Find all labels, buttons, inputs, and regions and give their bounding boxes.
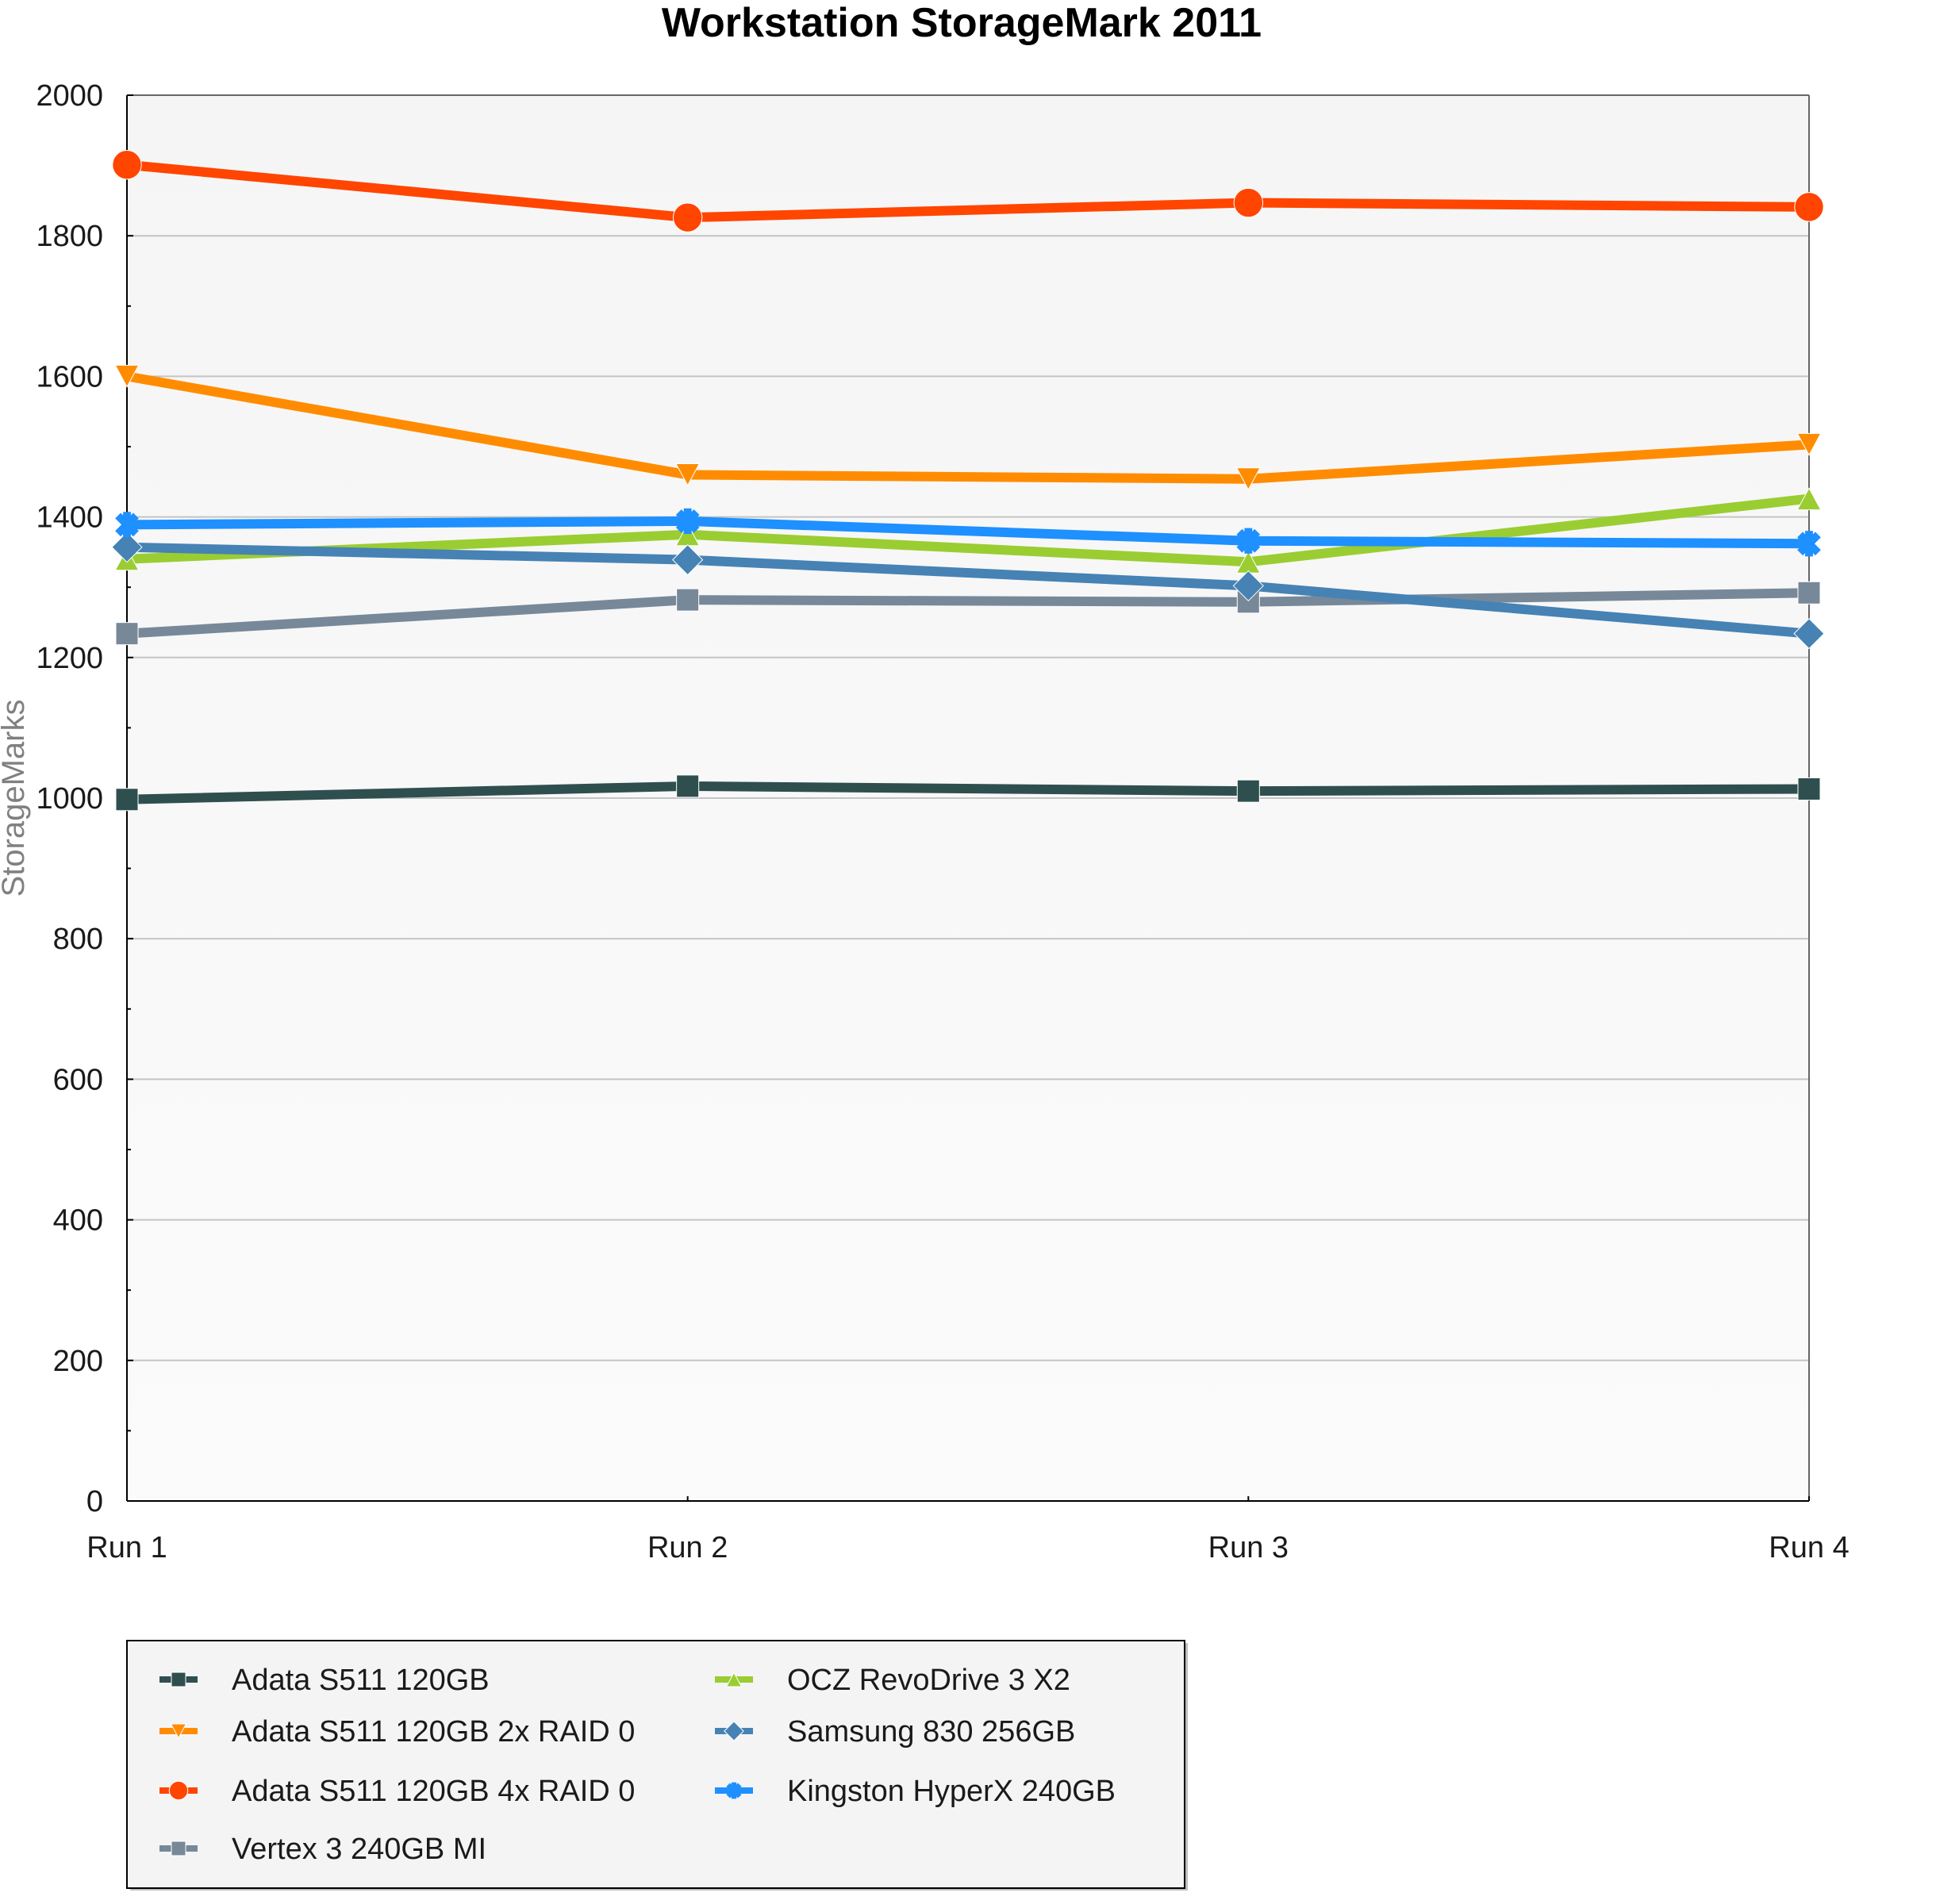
y-axis-label: StorageMarks xyxy=(0,700,31,897)
diamond-marker xyxy=(672,544,704,576)
chart-title: Workstation StorageMark 2011 xyxy=(662,0,1262,46)
diamond-marker xyxy=(1793,618,1825,650)
series-line xyxy=(126,542,1810,639)
legend-item: Adata S511 120GB 2x RAID 0 xyxy=(159,1715,635,1749)
series-samsung-830-256gb xyxy=(111,532,1825,650)
series-kingston-hyperx-240gb xyxy=(115,508,1821,557)
y-tick-label: 1800 xyxy=(36,220,103,253)
x-tick-label: Run 1 xyxy=(86,1531,167,1564)
x-tick-label: Run 2 xyxy=(647,1531,728,1564)
y-axis-ticks: 0 200 400 600 800 1000 1200 1400 1600 1800 2000 xyxy=(36,79,133,1518)
square-marker xyxy=(171,1672,186,1687)
legend-label: Adata S511 120GB 2x RAID 0 xyxy=(232,1715,635,1749)
y-tick-label: 0 xyxy=(86,1485,103,1518)
y-tick-label: 400 xyxy=(53,1204,103,1238)
series-adata-s511-120gb xyxy=(115,774,1821,812)
series-line xyxy=(126,781,1810,804)
series-line xyxy=(126,493,1810,567)
y-tick-label: 2000 xyxy=(36,79,103,113)
y-tick-label: 1600 xyxy=(36,360,103,393)
legend-label: Kingston HyperX 240GB xyxy=(787,1775,1116,1808)
series-adata-s511-120gb-4x-raid-0 xyxy=(112,150,1824,232)
square-marker xyxy=(676,774,700,798)
legend-item: OCZ RevoDrive 3 X2 xyxy=(715,1664,1070,1697)
circle-marker xyxy=(1233,187,1264,218)
legend-item: Adata S511 120GB xyxy=(159,1664,490,1697)
star-marker xyxy=(675,508,700,535)
square-marker xyxy=(171,1841,186,1856)
gridlines xyxy=(127,235,1809,1361)
triangle-down-marker xyxy=(675,463,701,486)
series-line xyxy=(126,516,1810,549)
triangle-down-marker xyxy=(170,1723,187,1739)
legend-label: Samsung 830 256GB xyxy=(787,1715,1075,1749)
series-group xyxy=(111,150,1825,812)
triangle-down-marker xyxy=(1235,467,1261,491)
star-marker xyxy=(726,1782,742,1799)
legend-item: Vertex 3 240GB MI xyxy=(159,1833,486,1866)
star-marker xyxy=(1797,531,1821,557)
legend-label: Adata S511 120GB 4x RAID 0 xyxy=(232,1775,635,1808)
legend-box xyxy=(126,1640,1185,1889)
circle-marker xyxy=(1794,192,1824,222)
diamond-marker xyxy=(724,1721,744,1741)
star-marker-bar xyxy=(1236,528,1261,553)
circle-marker xyxy=(112,150,142,180)
y-tick-label: 200 xyxy=(53,1345,103,1378)
legend-label: Adata S511 120GB xyxy=(232,1664,490,1697)
legend-item: Adata S511 120GB 4x RAID 0 xyxy=(159,1775,635,1808)
legend-item: Samsung 830 256GB xyxy=(715,1715,1075,1749)
square-marker xyxy=(115,788,139,812)
square-marker xyxy=(115,622,139,646)
legend-item: Kingston HyperX 240GB xyxy=(715,1775,1116,1808)
star-marker xyxy=(115,512,139,538)
legend-label: OCZ RevoDrive 3 X2 xyxy=(787,1664,1070,1697)
star-marker-bar xyxy=(675,509,700,533)
circle-marker xyxy=(672,202,703,232)
star-marker-bar xyxy=(1797,532,1821,556)
series-adata-s511-120gb-2x-raid-0 xyxy=(114,364,1822,491)
diamond-marker xyxy=(1232,570,1264,602)
y-tick-label: 800 xyxy=(53,923,103,956)
y-tick-label: 1400 xyxy=(36,501,103,535)
circle-marker xyxy=(168,1780,189,1801)
triangle-down-marker xyxy=(114,364,140,388)
triangle-up-marker xyxy=(725,1672,743,1687)
legend-label: Vertex 3 240GB MI xyxy=(232,1833,486,1866)
star-marker-bar xyxy=(726,1783,742,1798)
x-axis-ticks: Run 1 Run 2 Run 3 Run 4 xyxy=(86,1496,1850,1564)
diamond-marker xyxy=(111,532,143,563)
y-tick-label: 1200 xyxy=(36,642,103,675)
series-line xyxy=(126,159,1810,223)
series-line xyxy=(125,371,1810,484)
series-vertex-3-240gb-mi xyxy=(115,581,1821,646)
series-line xyxy=(126,588,1810,639)
y-tick-label: 600 xyxy=(53,1063,103,1096)
x-tick-label: Run 4 xyxy=(1769,1531,1849,1564)
y-tick-label: 1000 xyxy=(36,782,103,816)
square-marker xyxy=(1236,779,1260,803)
legend: Adata S511 120GB Adata S511 120GB 2x RAID… xyxy=(126,1640,1188,1891)
square-marker xyxy=(676,588,700,612)
square-marker xyxy=(1797,777,1821,800)
triangle-down-marker xyxy=(1796,432,1822,456)
square-marker xyxy=(1797,581,1821,605)
star-marker-bar xyxy=(115,512,139,537)
star-marker xyxy=(1236,528,1261,554)
x-tick-label: Run 3 xyxy=(1208,1531,1289,1564)
triangle-up-marker xyxy=(1796,487,1822,511)
